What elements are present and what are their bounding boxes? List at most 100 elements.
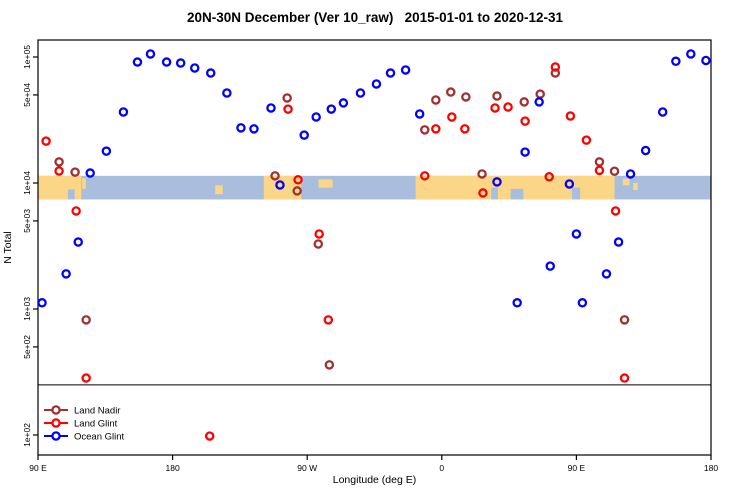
data-point-land-glint <box>204 431 215 441</box>
data-point-land-glint <box>71 206 81 216</box>
legend-label: Land Nadir <box>74 406 120 417</box>
map-band-island <box>622 178 630 186</box>
legend-marker-circle-icon <box>51 418 61 428</box>
data-point-ocean-glint <box>414 109 425 119</box>
data-point-land-glint <box>565 111 576 121</box>
data-point-ocean-glint <box>61 269 71 279</box>
x-axis-title: Longitude (deg E) <box>333 474 416 486</box>
data-point-land-glint <box>478 188 488 198</box>
data-point-ocean-glint <box>371 79 382 89</box>
y-tick-label: 1e+02 <box>22 423 32 447</box>
data-point-land-nadir <box>270 171 280 181</box>
data-point-ocean-glint <box>701 55 711 66</box>
data-point-ocean-glint <box>236 123 246 133</box>
data-point-ocean-glint <box>266 103 276 113</box>
data-point-land-nadir <box>519 97 529 107</box>
y-tick-label: 1e+04 <box>22 171 32 195</box>
y-tick-label: 5e+04 <box>22 83 32 107</box>
data-point-land-glint <box>594 165 605 176</box>
data-point-land-glint <box>503 102 513 112</box>
data-point-land-glint <box>550 62 561 72</box>
data-point-land-glint <box>460 124 470 134</box>
data-point-ocean-glint <box>275 180 285 190</box>
data-point-land-glint <box>81 373 91 383</box>
data-point-land-nadir <box>313 239 324 249</box>
data-point-ocean-glint <box>492 177 502 187</box>
data-point-ocean-glint <box>326 104 337 114</box>
data-point-land-nadir <box>54 157 64 167</box>
data-point-land-glint <box>490 103 500 113</box>
data-point-ocean-glint <box>189 63 200 73</box>
data-point-ocean-glint <box>118 107 129 117</box>
data-point-ocean-glint <box>671 56 681 67</box>
data-point-land-glint <box>581 135 592 145</box>
data-point-land-glint <box>54 166 64 176</box>
data-point-ocean-glint <box>145 49 156 59</box>
map-band-land <box>38 175 82 200</box>
data-point-land-glint <box>323 315 334 325</box>
data-point-ocean-glint <box>657 107 668 117</box>
data-point-land-nadir <box>431 95 441 105</box>
map-band-coast-notch <box>67 189 75 200</box>
data-point-land-nadir <box>324 360 335 370</box>
x-tick-label: 180 <box>166 463 180 473</box>
data-point-land-glint <box>314 229 324 239</box>
data-point-ocean-glint <box>132 57 143 67</box>
data-point-land-nadir <box>81 315 91 325</box>
y-axis-title: N Total <box>2 231 14 264</box>
legend-marker-circle-icon <box>51 431 61 441</box>
map-band-coast-notch <box>571 187 581 200</box>
legend-marker-circle-icon <box>51 405 61 415</box>
data-point-land-glint <box>520 116 530 126</box>
chart-title: 20N-30N December (Ver 10_raw) 2015-01-01… <box>187 10 563 25</box>
x-tick-label: 0 <box>439 463 444 473</box>
map-band-island <box>82 178 86 189</box>
data-point-land-nadir <box>492 91 502 101</box>
data-point-ocean-glint <box>545 261 555 271</box>
data-point-ocean-glint <box>73 237 83 247</box>
data-point-land-glint <box>420 171 430 181</box>
map-band-island <box>215 185 223 195</box>
data-point-land-nadir <box>70 167 80 177</box>
data-point-ocean-glint <box>222 88 232 98</box>
map-band-island <box>318 179 333 188</box>
x-tick-label: 90 W <box>297 463 317 473</box>
data-point-land-nadir <box>446 87 456 97</box>
data-point-land-nadir <box>461 92 471 102</box>
y-tick-label: 5e+02 <box>22 335 32 359</box>
data-point-ocean-glint <box>613 237 624 247</box>
data-point-land-nadir <box>594 157 605 167</box>
data-point-ocean-glint <box>686 49 696 59</box>
data-point-ocean-glint <box>311 112 321 122</box>
data-point-ocean-glint <box>101 146 112 156</box>
data-point-ocean-glint <box>400 65 411 75</box>
data-point-ocean-glint <box>161 57 172 67</box>
legend-label: Ocean Glint <box>74 432 125 443</box>
map-band-island <box>633 182 638 191</box>
data-point-ocean-glint <box>534 97 544 107</box>
y-tick-label: 1e+03 <box>22 297 32 321</box>
data-point-ocean-glint <box>299 130 309 140</box>
data-point-land-nadir <box>619 315 630 325</box>
data-point-land-glint <box>544 172 554 182</box>
plot-frame <box>37 39 712 456</box>
data-point-land-nadir <box>550 68 561 78</box>
data-point-ocean-glint <box>577 298 588 308</box>
x-tick-label: 180 <box>704 463 718 473</box>
data-point-ocean-glint <box>85 168 95 178</box>
x-tick-label: 90 E <box>29 463 47 473</box>
data-point-ocean-glint <box>520 147 530 157</box>
data-point-ocean-glint <box>564 179 575 189</box>
data-point-land-glint <box>41 136 51 146</box>
data-point-ocean-glint <box>205 68 216 78</box>
data-point-land-glint <box>619 373 630 383</box>
map-band-coast-notch <box>491 187 498 200</box>
data-point-land-glint <box>447 112 457 122</box>
y-tick-label: 1e+05 <box>22 45 32 69</box>
data-point-ocean-glint <box>601 269 612 279</box>
data-point-ocean-glint <box>512 298 522 308</box>
data-point-land-glint <box>283 104 293 114</box>
x-tick-label: 90 E <box>568 463 586 473</box>
